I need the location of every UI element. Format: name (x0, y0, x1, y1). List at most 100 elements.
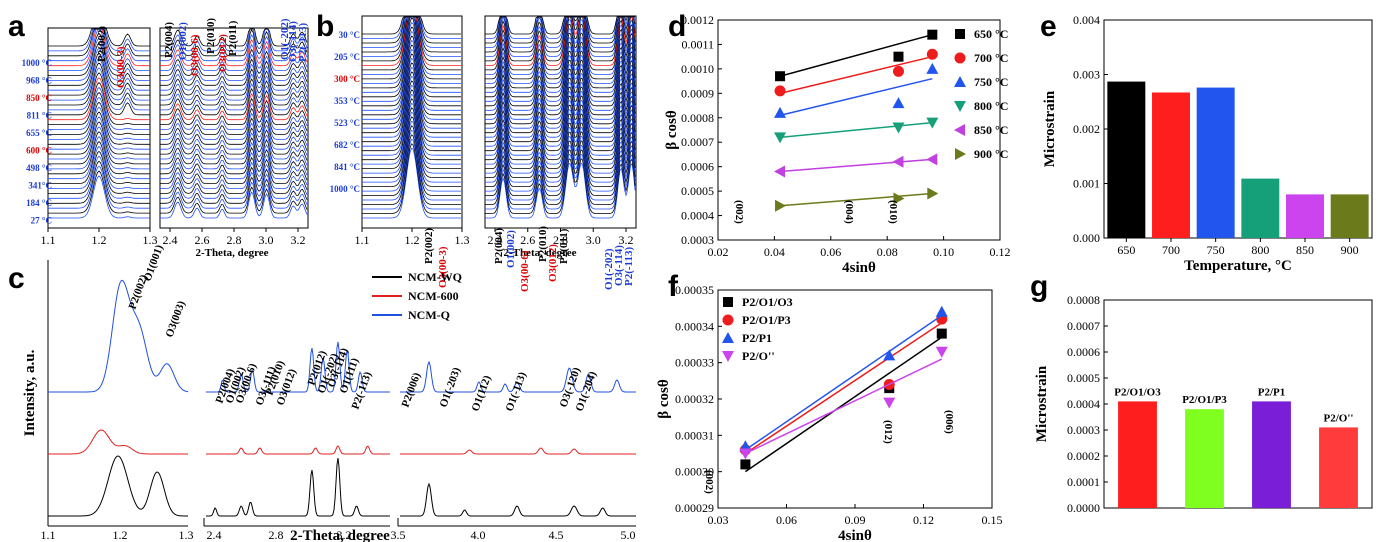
x-tick-label: 0.12 (913, 513, 934, 527)
y-tick-label: 0.0012 (681, 13, 714, 27)
fit-line (779, 77, 933, 117)
trace-left (48, 47, 150, 91)
trace-right (160, 132, 308, 160)
x-tick-label: 5.0 (621, 528, 636, 542)
temperature-label: 498 °C (26, 163, 52, 173)
trace-right (485, 131, 636, 187)
trace-right (485, 16, 636, 71)
data-point (892, 122, 905, 134)
data-point (927, 29, 938, 40)
trace-left (48, 82, 150, 125)
legend-label: P2/O1/P3 (742, 313, 791, 327)
y-tick-label: 0.0004 (1067, 397, 1100, 411)
pattern-NCM-600 (400, 447, 636, 455)
x-tick-label: 2.6 (520, 233, 535, 247)
temperature-label: 811 °C (27, 111, 52, 121)
pattern-NCM-600 (206, 445, 390, 455)
fit-line (779, 121, 933, 139)
trace-right (485, 16, 635, 35)
trace-left (362, 84, 461, 156)
panel-label: g (1030, 270, 1048, 303)
y-tick-label: 0.0001 (1067, 475, 1100, 489)
trace-left (362, 40, 461, 111)
trace-right (485, 16, 636, 62)
legend-label: 800 °C (974, 99, 1008, 113)
x-tick-label: 1.2 (113, 528, 128, 542)
trace-left (48, 96, 150, 140)
trace-left (362, 129, 461, 201)
y-tick-label: 0.00029 (675, 501, 714, 515)
trace-right (160, 186, 308, 214)
panel-label: b (316, 10, 334, 43)
trace-left (362, 93, 461, 165)
y-axis-label: β cosθ (664, 110, 680, 150)
data-point (893, 192, 905, 205)
trace-right (160, 166, 308, 194)
trace-right (485, 122, 636, 178)
pattern-NCM-WQ (48, 455, 188, 517)
trace-right (160, 117, 308, 145)
bar (1118, 401, 1157, 508)
trace-left (362, 143, 461, 214)
peak-label: P2(011) (227, 20, 239, 56)
data-point (892, 155, 904, 168)
trace-right (485, 63, 636, 120)
y-axis-label: Microstrain (1034, 365, 1050, 442)
fit-line (779, 33, 933, 77)
trace-left (362, 116, 461, 187)
bar (1330, 194, 1369, 238)
trace-right (160, 151, 308, 180)
x-tick-label: 0.12 (990, 245, 1011, 259)
trace-right (160, 156, 308, 184)
trace-right (485, 117, 636, 174)
trace-right (160, 127, 308, 155)
trace-right (485, 140, 636, 197)
legend-label: 900 °C (974, 147, 1008, 161)
trace-right (485, 15, 636, 57)
temperature-label: 850 °C (26, 93, 52, 103)
peak-label: P2(-113) (297, 23, 309, 62)
trace-left (48, 67, 150, 111)
temperature-label: 184 °C (26, 198, 52, 208)
x-tick-label: 1.2 (405, 233, 420, 247)
temperature-label: 30 °C (339, 30, 360, 40)
trace-right (485, 113, 636, 169)
trace-right (160, 147, 308, 175)
x-tick-label: 1.3 (455, 233, 470, 247)
peak-label: O1(112) (470, 374, 494, 413)
trace-right (485, 18, 636, 75)
bar (1185, 409, 1224, 508)
trace-left (362, 16, 461, 35)
y-tick-label: 0.002 (1073, 122, 1100, 136)
trace-right (160, 122, 308, 150)
legend-marker (722, 351, 734, 362)
x-tick-label: 3.2 (337, 528, 352, 542)
legend-label: 750 °C (974, 75, 1008, 89)
temperature-label: 968 °C (26, 76, 52, 86)
x-tick-label: 2.8 (553, 233, 568, 247)
legend-marker (722, 332, 734, 343)
trace-left (362, 102, 461, 174)
trace-left (48, 155, 150, 199)
trace-right (485, 90, 636, 147)
temperature-label: 353 °C (334, 96, 360, 106)
trace-right (160, 78, 308, 106)
x-tick-label: 3.2 (619, 233, 634, 247)
peak-label: O3(00-6) (189, 34, 201, 76)
y-tick-label: 0.00033 (675, 356, 714, 370)
peak-label: P2(004) (493, 228, 505, 264)
x-tick-label: 3.2 (291, 233, 306, 247)
x-tick-label: 2.4 (163, 233, 178, 247)
annotation: (006) (943, 410, 955, 434)
panel-label: e (1040, 10, 1057, 43)
y-tick-label: 0.0010 (681, 62, 714, 76)
peak-label: P2(010) (537, 226, 549, 262)
trace-right (485, 86, 636, 143)
trace-left (48, 141, 150, 184)
peak-label: O3(00-3) (437, 246, 449, 288)
pattern-NCM-Q (206, 341, 390, 393)
trace-left (362, 134, 461, 205)
trace-right (485, 27, 636, 84)
trace-right (160, 58, 308, 86)
bar (1286, 194, 1324, 238)
